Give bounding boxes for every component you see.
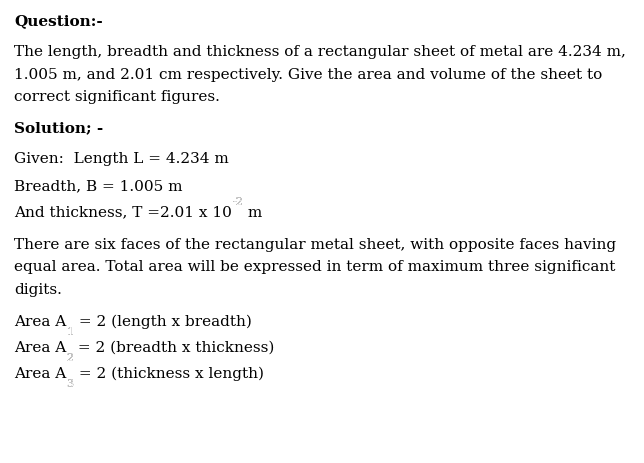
Text: The length, breadth and thickness of a rectangular sheet of metal are 4.234 m,: The length, breadth and thickness of a r… xyxy=(14,45,626,59)
Text: Area A: Area A xyxy=(14,341,66,355)
Text: equal area. Total area will be expressed in term of maximum three significant: equal area. Total area will be expressed… xyxy=(14,260,616,274)
Text: Given:  Length L = 4.234 m: Given: Length L = 4.234 m xyxy=(14,152,229,166)
Text: Breadth, B = 1.005 m: Breadth, B = 1.005 m xyxy=(14,179,183,193)
Text: Solution; -: Solution; - xyxy=(14,121,104,135)
Text: Question:-: Question:- xyxy=(14,14,103,28)
Text: 1: 1 xyxy=(66,327,73,337)
Text: 1: 1 xyxy=(66,327,73,337)
Text: 2: 2 xyxy=(66,353,73,363)
Text: 3: 3 xyxy=(66,379,73,389)
Text: Area A: Area A xyxy=(14,315,66,329)
Text: m: m xyxy=(243,206,262,219)
Text: digits.: digits. xyxy=(14,282,62,296)
Text: There are six faces of the rectangular metal sheet, with opposite faces having: There are six faces of the rectangular m… xyxy=(14,238,616,252)
Text: = 2 (thickness x length): = 2 (thickness x length) xyxy=(73,366,263,381)
Text: And thickness, T =2.01 x 10: And thickness, T =2.01 x 10 xyxy=(14,206,232,219)
Text: -2: -2 xyxy=(232,197,243,207)
Text: = 2 (length x breadth): = 2 (length x breadth) xyxy=(73,314,251,329)
Text: -2: -2 xyxy=(232,197,243,207)
Text: 2: 2 xyxy=(66,353,73,363)
Text: 1.005 m, and 2.01 cm respectively. Give the area and volume of the sheet to: 1.005 m, and 2.01 cm respectively. Give … xyxy=(14,68,602,81)
Text: = 2 (breadth x thickness): = 2 (breadth x thickness) xyxy=(73,341,275,355)
Text: 3: 3 xyxy=(66,379,73,389)
Text: correct significant figures.: correct significant figures. xyxy=(14,90,220,104)
Text: Area A: Area A xyxy=(14,367,66,381)
